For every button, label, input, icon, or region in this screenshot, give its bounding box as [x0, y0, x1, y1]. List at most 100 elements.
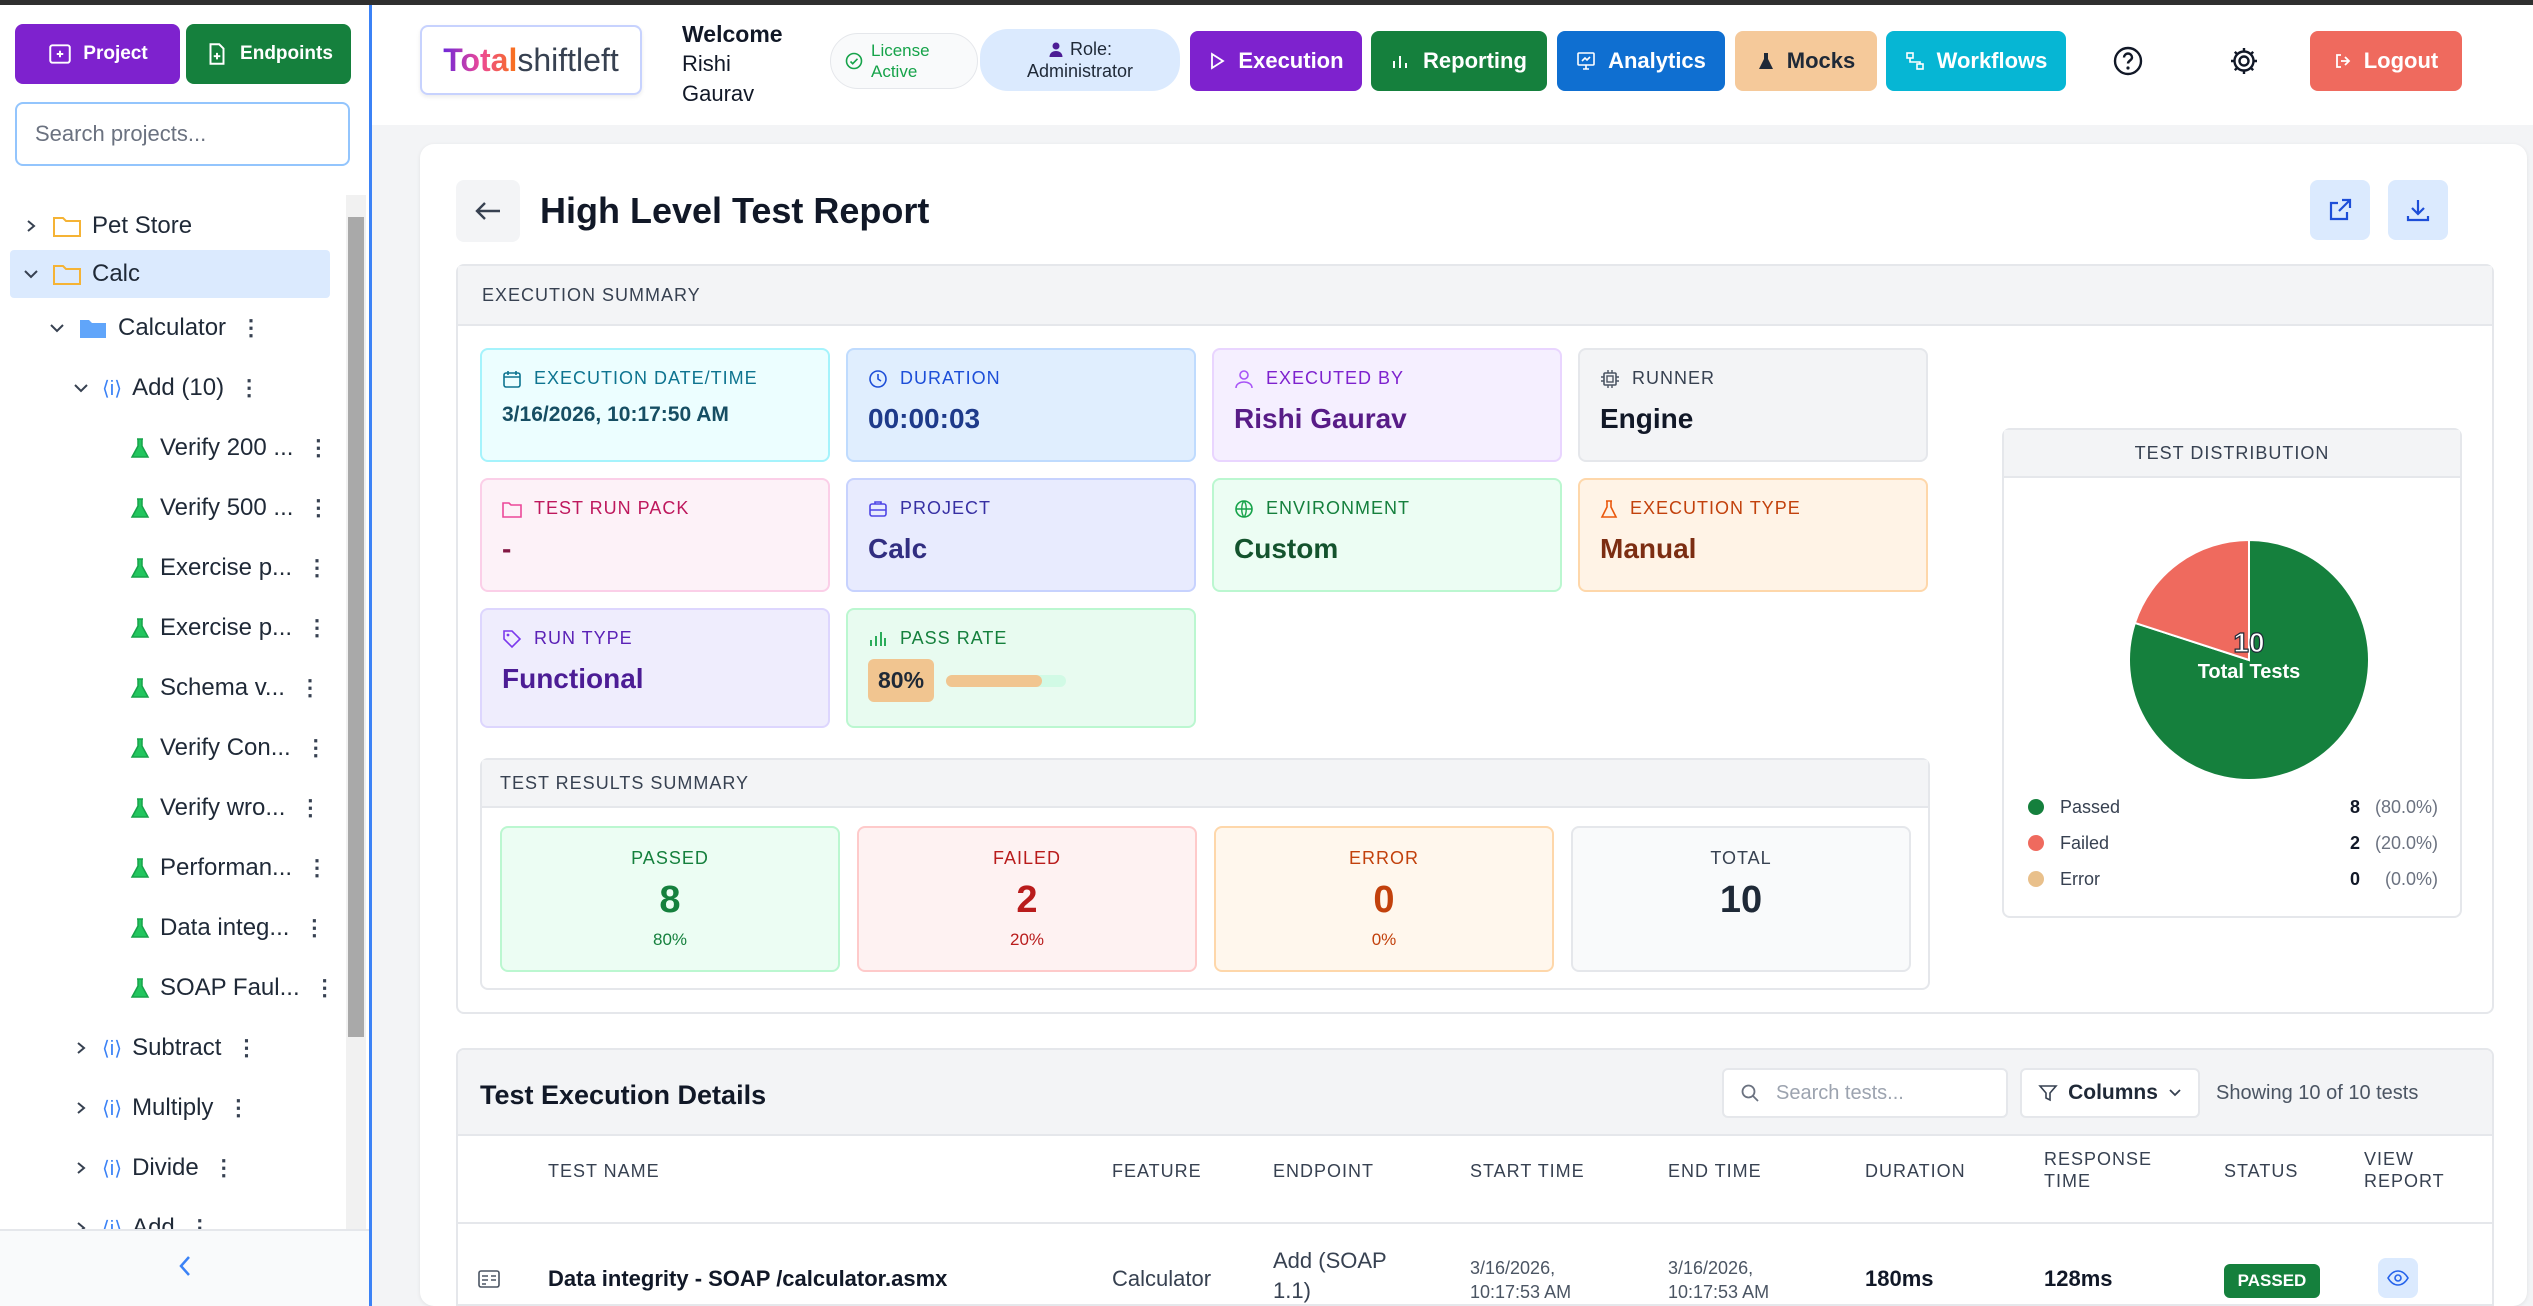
- tree-item-pet-store[interactable]: Pet Store: [0, 202, 340, 250]
- column-header-end-time[interactable]: END TIME: [1668, 1161, 1762, 1181]
- chevron-right-icon[interactable]: [70, 1097, 92, 1119]
- column-header-endpoint[interactable]: ENDPOINT: [1273, 1161, 1375, 1181]
- result-percent: 80%: [652, 930, 688, 949]
- columns-dropdown-button[interactable]: Columns: [2020, 1068, 2200, 1118]
- column-header-test-name[interactable]: TEST NAME: [548, 1161, 660, 1181]
- tree-item-multiply[interactable]: ⟨i⟩ Multiply ⋮: [0, 1084, 340, 1132]
- nav-workflows-button[interactable]: Workflows: [1886, 31, 2066, 91]
- more-options-icon[interactable]: ⋮: [298, 675, 321, 700]
- pass-rate-bar-track: [946, 674, 1067, 687]
- tree-item-label: Verify 500 ...: [160, 494, 294, 521]
- response-time-line1: RESPONSE: [2044, 1149, 2153, 1169]
- cell-test-name: Data integrity - SOAP /calculator.asmx: [548, 1266, 948, 1291]
- chevron-right-icon[interactable]: [70, 1157, 92, 1179]
- more-options-icon[interactable]: ⋮: [306, 555, 328, 580]
- more-options-icon[interactable]: ⋮: [188, 1215, 211, 1232]
- search-projects-input[interactable]: Search projects...: [15, 102, 350, 166]
- result-total: TOTAL 10: [1571, 826, 1911, 972]
- license-status-badge: License Active: [830, 33, 978, 89]
- tree-item-calc[interactable]: Calc: [10, 250, 330, 298]
- help-button[interactable]: [2102, 35, 2154, 87]
- endpoint-line2: 1.1): [1273, 1278, 1311, 1303]
- chevron-down-icon[interactable]: [46, 317, 68, 339]
- column-header-feature[interactable]: FEATURE: [1112, 1161, 1202, 1181]
- new-project-button[interactable]: Project: [15, 24, 180, 84]
- settings-button[interactable]: [2218, 35, 2270, 87]
- nav-mocks-label: Mocks: [1786, 48, 1856, 73]
- tile-duration: DURATION 00:00:03: [846, 348, 1196, 462]
- chevron-down-icon[interactable]: [20, 263, 42, 285]
- new-endpoints-button[interactable]: Endpoints: [186, 24, 351, 84]
- tree-item-test-case[interactable]: Verify 500 ... ⋮: [0, 484, 340, 532]
- tree-item-calculator[interactable]: Calculator ⋮: [0, 304, 340, 352]
- tree-item-test-case[interactable]: Verify Con... ⋮: [0, 724, 340, 772]
- more-options-icon[interactable]: ⋮: [304, 735, 327, 760]
- more-options-icon[interactable]: ⋮: [235, 1035, 257, 1060]
- column-header-response-time[interactable]: RESPONSE TIME: [2044, 1148, 2152, 1192]
- test-distribution-panel: TEST DISTRIBUTION 10 Total Tests Passed …: [2002, 428, 2462, 918]
- nav-analytics-button[interactable]: Analytics: [1557, 31, 1725, 91]
- more-options-icon[interactable]: ⋮: [313, 975, 336, 1000]
- more-options-icon[interactable]: ⋮: [240, 315, 262, 340]
- user-icon: [1049, 42, 1063, 57]
- pie-slice-failed[interactable]: [2133, 538, 2250, 662]
- nav-execution-button[interactable]: Execution: [1190, 31, 1362, 91]
- view-report-button[interactable]: [2378, 1258, 2418, 1298]
- table-header-divider: [458, 1222, 2492, 1224]
- tag-icon: [503, 629, 522, 648]
- brand-logo[interactable]: Total shiftleft: [420, 25, 642, 95]
- chevron-down-icon[interactable]: [70, 377, 92, 399]
- code-braces-icon: ⟨i⟩: [102, 1097, 123, 1120]
- flask-icon: [130, 917, 150, 939]
- nav-workflows-label: Workflows: [1936, 48, 2048, 73]
- nav-mocks-button[interactable]: Mocks: [1735, 31, 1877, 91]
- column-header-view-report[interactable]: VIEW REPORT: [2364, 1148, 2445, 1192]
- tree-item-test-case[interactable]: SOAP Faul... ⋮: [0, 964, 340, 1012]
- more-options-icon[interactable]: ⋮: [307, 495, 329, 520]
- logout-button[interactable]: Logout: [2310, 31, 2462, 91]
- flask-icon: [130, 977, 150, 999]
- columns-label: Columns: [2068, 1081, 2158, 1104]
- more-options-icon[interactable]: ⋮: [306, 855, 328, 880]
- chevron-right-icon[interactable]: [20, 215, 42, 237]
- tree-item-divide[interactable]: ⟨i⟩ Divide ⋮: [0, 1144, 340, 1192]
- column-header-status[interactable]: STATUS: [2224, 1161, 2299, 1181]
- collapse-sidebar-button[interactable]: [0, 1229, 369, 1306]
- more-options-icon[interactable]: ⋮: [212, 1155, 235, 1180]
- more-options-icon[interactable]: ⋮: [238, 375, 260, 400]
- tree-item-subtract[interactable]: ⟨i⟩ Subtract ⋮: [0, 1024, 340, 1072]
- download-button[interactable]: [2388, 180, 2448, 240]
- result-percent: 20%: [1009, 930, 1045, 949]
- more-options-icon[interactable]: ⋮: [307, 435, 329, 460]
- tree-item-label: Divide: [132, 1154, 199, 1181]
- open-external-button[interactable]: [2310, 180, 2370, 240]
- tree-item-add-service[interactable]: ⟨i⟩ Add (10) ⋮: [0, 364, 340, 412]
- column-header-start-time[interactable]: START TIME: [1470, 1161, 1585, 1181]
- nav-reporting-button[interactable]: Reporting: [1371, 31, 1547, 91]
- back-button[interactable]: [456, 180, 520, 242]
- tile-value: Calc: [868, 533, 928, 564]
- tile-value: 00:00:03: [868, 403, 981, 434]
- more-options-icon[interactable]: ⋮: [303, 915, 325, 940]
- tile-label: ENVIRONMENT: [1266, 498, 1411, 518]
- tree-item-test-case[interactable]: Schema v... ⋮: [0, 664, 340, 712]
- legend-count: 0: [2349, 868, 2360, 889]
- tree-item-test-case[interactable]: Verify wro... ⋮: [0, 784, 340, 832]
- tree-item-test-case[interactable]: Exercise p... ⋮: [0, 604, 340, 652]
- tree-item-test-case[interactable]: Performan... ⋮: [0, 844, 340, 892]
- chevron-right-icon[interactable]: [70, 1037, 92, 1059]
- tree-item-test-case[interactable]: Data integ... ⋮: [0, 904, 340, 952]
- page-title: High Level Test Report: [540, 190, 930, 231]
- more-options-icon[interactable]: ⋮: [227, 1095, 249, 1120]
- row-expand-icon[interactable]: [478, 1270, 500, 1293]
- tree-item-label: Calc: [92, 260, 141, 287]
- result-failed: FAILED 2 20%: [857, 826, 1197, 972]
- tree-item-test-case[interactable]: Verify 200 ... ⋮: [0, 424, 340, 472]
- tree-item-add[interactable]: ⟨i⟩ Add ⋮: [0, 1204, 340, 1232]
- tree-item-test-case[interactable]: Exercise p... ⋮: [0, 544, 340, 592]
- sidebar-scrollbar-thumb[interactable]: [348, 217, 364, 1037]
- search-tests-input[interactable]: Search tests...: [1722, 1068, 2008, 1118]
- more-options-icon[interactable]: ⋮: [306, 615, 328, 640]
- more-options-icon[interactable]: ⋮: [299, 795, 321, 820]
- column-header-duration[interactable]: DURATION: [1865, 1161, 1966, 1181]
